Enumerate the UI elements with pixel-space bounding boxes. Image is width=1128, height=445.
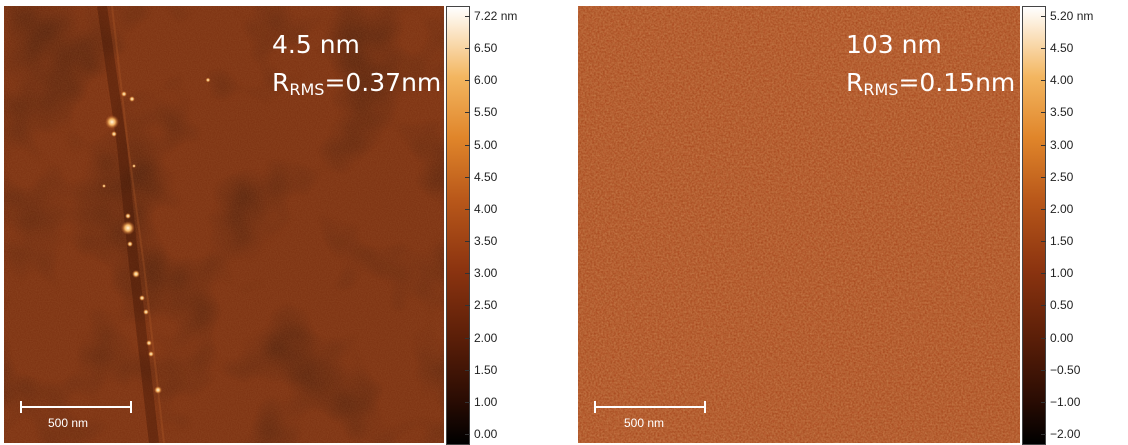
colorbar-tick-label: 3.00 — [474, 266, 498, 281]
colorbar-tick — [465, 369, 470, 371]
colorbar-tick-label: −0.50 — [1050, 362, 1081, 377]
colorbar-tick-label: 1.00 — [1050, 266, 1074, 281]
colorbar-tick-label: 4.50 — [474, 169, 498, 184]
colorbar-tick — [465, 273, 470, 275]
colorbar-tick-label: 0.00 — [1050, 330, 1074, 345]
afm-topography-left — [4, 6, 444, 443]
colorbar-tick — [465, 337, 470, 339]
colorbar-tick — [465, 208, 470, 210]
particles-left — [102, 77, 211, 394]
scale-bar-label-left: 500 nm — [48, 416, 89, 430]
colorbar-tick — [1041, 273, 1046, 275]
colorbar-tick — [465, 434, 470, 435]
colorbar-tick — [465, 241, 470, 243]
colorbar-tick-label: 5.50 — [474, 105, 498, 120]
afm-image-left: 4.5 nm RRMS=0.37nm 500 nm — [4, 6, 444, 443]
colorbar-tick-label: 2.50 — [474, 298, 498, 313]
colorbar-tick-label: −2.00 — [1050, 427, 1081, 441]
colorbar-tick-label: 4.50 — [1050, 41, 1074, 56]
rms-label-right: RRMS=0.15nm — [846, 68, 1016, 99]
colorbar-tick — [1041, 48, 1046, 50]
colorbar-right — [1022, 6, 1046, 445]
colorbar-tick — [465, 401, 470, 403]
scale-bar-right — [594, 401, 706, 413]
colorbar-tick-label: 5.00 — [474, 137, 498, 152]
colorbar-tick-label: 3.50 — [1050, 105, 1074, 120]
colorbar-tick-label: 3.50 — [474, 234, 498, 249]
colorbar-tick — [465, 16, 470, 17]
colorbar-tick — [1041, 401, 1046, 403]
colorbar-tick-label: 1.50 — [1050, 234, 1074, 249]
colorbar-tick — [1041, 144, 1046, 146]
colorbar-tick — [1041, 434, 1046, 435]
colorbar-tick — [465, 176, 470, 178]
colorbar-tick-label: 6.00 — [474, 73, 498, 88]
colorbar-tick-label: 6.50 — [474, 41, 498, 56]
colorbar-tick — [1041, 80, 1046, 82]
colorbar-tick-label: 2.50 — [1050, 169, 1074, 184]
colorbar-tick — [1041, 241, 1046, 243]
colorbar-tick — [465, 80, 470, 82]
colorbar-tick — [465, 305, 470, 307]
colorbar-tick-label: 5.20 nm — [1050, 9, 1094, 23]
colorbar-tick-label: 1.50 — [474, 362, 498, 377]
colorbar-tick — [1041, 208, 1046, 210]
height-label-left: 4.5 nm — [272, 30, 360, 59]
colorbar-tick — [1041, 176, 1046, 178]
afm-topography-right — [578, 6, 1020, 443]
colorbar-tick — [465, 112, 470, 114]
colorbar-tick-label: 2.00 — [1050, 201, 1074, 216]
colorbar-tick-label: −1.00 — [1050, 394, 1081, 409]
colorbar-tick-label: 0.50 — [1050, 298, 1074, 313]
scale-bar-label-right: 500 nm — [624, 416, 665, 430]
height-label-right: 103 nm — [846, 30, 942, 59]
colorbar-tick-label: 4.00 — [474, 201, 498, 216]
scale-bar-left — [20, 401, 132, 413]
colorbar-tick — [465, 144, 470, 146]
colorbar-tick-label: 0.00 — [474, 427, 498, 441]
colorbar-tick — [1041, 337, 1046, 339]
colorbar-tick-label: 4.00 — [1050, 73, 1074, 88]
colorbar-left — [446, 6, 470, 445]
colorbar-tick — [465, 48, 470, 50]
colorbar-tick — [1041, 112, 1046, 114]
colorbar-tick — [1041, 16, 1046, 17]
afm-image-right: 103 nm RRMS=0.15nm 500 nm — [578, 6, 1020, 443]
colorbar-tick — [1041, 369, 1046, 371]
colorbar-tick-label: 1.00 — [474, 394, 498, 409]
rms-label-left: RRMS=0.37nm — [272, 68, 442, 99]
colorbar-tick — [1041, 305, 1046, 307]
colorbar-tick-label: 2.00 — [474, 330, 498, 345]
colorbar-tick-label: 3.00 — [1050, 137, 1074, 152]
colorbar-tick-label: 7.22 nm — [474, 9, 518, 23]
